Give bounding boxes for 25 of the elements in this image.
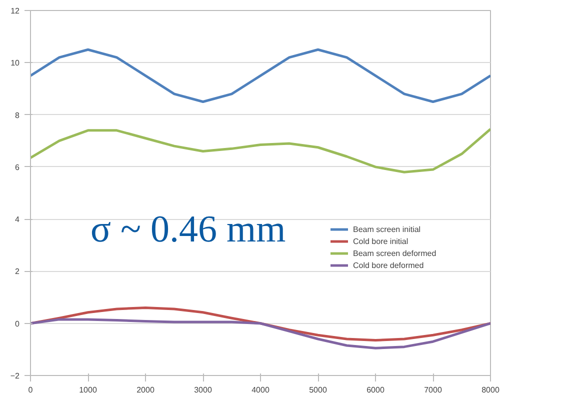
x-tick-label: 0 bbox=[28, 386, 34, 394]
x-tick-label: 3000 bbox=[194, 386, 212, 394]
y-tick-label: 2 bbox=[15, 267, 20, 276]
x-tick-label: 4000 bbox=[252, 386, 270, 394]
y-tick-label: 4 bbox=[15, 215, 20, 224]
legend-label: Cold bore deformed bbox=[353, 260, 424, 270]
y-tick-label: −2 bbox=[10, 372, 20, 380]
line-series bbox=[30, 318, 490, 350]
x-tick-label: 5000 bbox=[309, 386, 328, 394]
y-tick-label: 10 bbox=[10, 58, 20, 68]
x-tick-label: 8000 bbox=[482, 386, 500, 394]
x-tick-label: 1000 bbox=[79, 386, 98, 394]
legend-label: Beam screen initial bbox=[353, 224, 421, 234]
y-tick-label: 12 bbox=[10, 6, 20, 16]
legend-label: Beam screen deformed bbox=[353, 248, 436, 258]
line-series bbox=[30, 128, 490, 174]
y-tick-label: 8 bbox=[15, 110, 20, 120]
x-tick-label: 2000 bbox=[136, 386, 155, 394]
x-tick-label: 6000 bbox=[366, 386, 385, 394]
annotation: σ ~ 0.46 mm bbox=[90, 208, 286, 250]
y-tick-label: 6 bbox=[15, 162, 20, 172]
x-tick-label: 7000 bbox=[424, 386, 442, 394]
legend-label: Cold bore initial bbox=[353, 236, 408, 246]
y-tick-label: 0 bbox=[15, 319, 20, 328]
line-series bbox=[30, 48, 490, 103]
